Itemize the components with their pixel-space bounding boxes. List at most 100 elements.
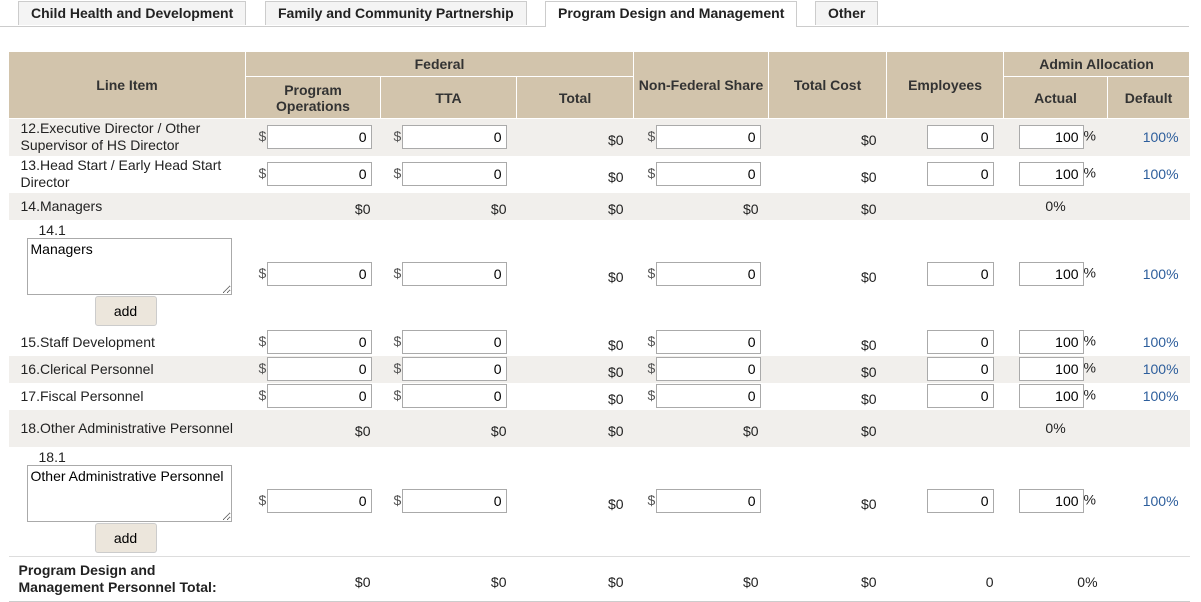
cell-value: $0: [633, 409, 769, 447]
line-item: 15.Staff Development: [20, 333, 155, 350]
amount-input[interactable]: [266, 262, 372, 286]
actual-input[interactable]: [1018, 262, 1084, 286]
cell: [887, 156, 1004, 193]
cell: $: [381, 383, 517, 410]
amount-input[interactable]: [266, 357, 372, 381]
amount-input[interactable]: [401, 357, 507, 381]
cell-value: $0: [860, 391, 877, 407]
cell-value: $0: [380, 192, 517, 220]
actual-input[interactable]: [1018, 384, 1084, 408]
amount-input[interactable]: [655, 489, 761, 513]
amount-input[interactable]: [266, 384, 372, 408]
line-item: 14.1 add: [9, 220, 246, 329]
line-item: 13.Head Start / Early Head Start Directo…: [20, 157, 222, 190]
cell: $: [380, 118, 517, 156]
currency-symbol: $: [647, 491, 656, 508]
header: Non-Federal Share: [633, 51, 770, 119]
currency-symbol: $: [258, 386, 267, 403]
actual-input[interactable]: [1018, 330, 1084, 354]
actual-input[interactable]: [1018, 125, 1084, 150]
cell: [887, 220, 1004, 329]
employees-input[interactable]: [926, 162, 994, 186]
cell: [1107, 192, 1190, 220]
currency-symbol: $: [393, 127, 402, 144]
cell: $: [634, 156, 769, 193]
cell: $: [634, 329, 769, 356]
add-button[interactable]: add: [94, 522, 157, 553]
amount-input[interactable]: [655, 162, 761, 186]
employees-input[interactable]: [926, 357, 994, 381]
amount-input[interactable]: [266, 162, 372, 186]
tab-bar: Child Health and Development Family and …: [0, 0, 1189, 27]
currency-symbol: $: [647, 127, 656, 144]
add-button[interactable]: add: [94, 295, 157, 326]
sub-item-number: 14.1: [38, 221, 66, 238]
amount-input[interactable]: [401, 162, 507, 186]
total-row: Program Design and Management Personnel …: [8, 555, 1190, 602]
currency-symbol: $: [393, 386, 402, 403]
tab[interactable]: Child Health and Development: [18, 1, 247, 25]
employees-input[interactable]: [926, 330, 994, 354]
actual-input[interactable]: [1018, 489, 1084, 513]
amount-input[interactable]: [266, 489, 372, 513]
table-row: 18.Other Administrative Personnel $0 $0 $0 $…: [8, 409, 1190, 447]
employees-input[interactable]: [926, 262, 994, 286]
amount-input[interactable]: [655, 384, 761, 408]
amount-input[interactable]: [266, 330, 372, 354]
header: Total: [515, 76, 635, 119]
cell: %: [1004, 329, 1108, 356]
amount-input[interactable]: [655, 262, 761, 286]
header: Program Operations: [245, 76, 381, 119]
amount-input[interactable]: [401, 384, 507, 408]
table-row: 17.Fiscal Personnel $ $ $0 $ $0% 100%: [9, 383, 1190, 410]
amount-input[interactable]: [401, 330, 507, 354]
cell: %: [1004, 383, 1108, 410]
cell: [1107, 409, 1190, 447]
amount-input[interactable]: [401, 262, 507, 286]
header: Actual: [1003, 76, 1109, 119]
cell: $: [246, 329, 381, 356]
cell-value: $0: [516, 555, 634, 602]
employees-input[interactable]: [926, 384, 994, 408]
percent-sign: %: [1083, 386, 1096, 403]
cell: [886, 409, 1004, 447]
employees-input[interactable]: [926, 489, 994, 513]
line-item: 14.Managers: [8, 192, 246, 220]
actual-input[interactable]: [1018, 162, 1084, 186]
header: Default: [1107, 76, 1191, 119]
amount-input[interactable]: [655, 357, 761, 381]
currency-symbol: $: [647, 386, 656, 403]
description-input[interactable]: [26, 237, 232, 295]
currency-symbol: $: [647, 164, 656, 181]
tab[interactable]: Family and Community Partnership: [265, 1, 527, 25]
amount-input[interactable]: [266, 125, 372, 150]
currency-symbol: $: [258, 164, 267, 181]
cell: %: [1004, 220, 1108, 329]
description-input[interactable]: [26, 464, 232, 522]
cell: [887, 447, 1004, 557]
employees-input[interactable]: [926, 125, 994, 150]
amount-input[interactable]: [655, 330, 761, 354]
cell-value: $0: [607, 391, 624, 407]
actual-input[interactable]: [1018, 357, 1084, 381]
cell-value: $0: [245, 409, 381, 447]
amount-input[interactable]: [655, 125, 761, 150]
cell-value: $0: [768, 409, 887, 447]
cell: $: [245, 118, 381, 156]
amount-input[interactable]: [401, 125, 507, 150]
cell-value: $0: [768, 355, 887, 383]
cell: $: [633, 118, 769, 156]
currency-symbol: $: [393, 164, 402, 181]
cell: $: [380, 355, 517, 383]
header: TTA: [380, 76, 517, 119]
currency-symbol: $: [647, 332, 656, 349]
cell: $: [245, 355, 381, 383]
percent-sign: %: [1083, 164, 1096, 181]
tab[interactable]: Other: [815, 1, 879, 25]
cell: [887, 329, 1004, 356]
tab[interactable]: Program Design and Management: [545, 1, 798, 27]
table-row: 12.Executive Director / Other Supervisor…: [8, 118, 1190, 156]
percent-sign: %: [1083, 127, 1096, 144]
amount-input[interactable]: [401, 489, 507, 513]
